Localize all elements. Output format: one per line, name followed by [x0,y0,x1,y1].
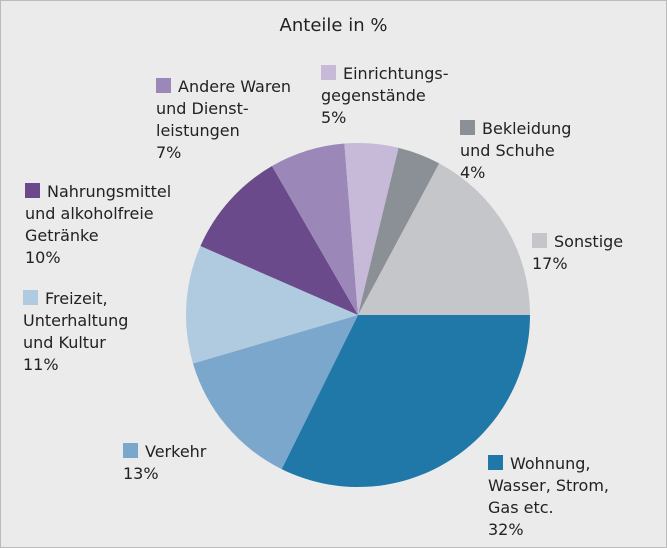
value-label: 10% [25,248,61,267]
pie-slice [358,163,530,315]
legend-swatch [123,443,138,458]
value-label: 7% [156,143,182,162]
legend-swatch [460,120,475,135]
slice-label: Verkehr 13% [123,441,206,485]
pie-slice [185,246,358,364]
value-label: 32% [488,520,524,539]
slice-label: Einrichtungs- gegenstände 5% [321,63,448,129]
value-label: 11% [23,355,59,374]
legend-swatch [532,233,547,248]
category-label: Wohnung, Wasser, Strom, Gas etc. [488,454,609,517]
pie-slice [200,166,358,315]
slice-label: Nahrungsmittel und alkoholfreie Getränke… [25,181,171,269]
slice-label: Andere Waren und Dienst- leistungen 7% [156,76,291,164]
value-label: 4% [460,163,486,182]
value-label: 13% [123,464,159,483]
pie-slice [344,143,399,315]
category-label: Andere Waren und Dienst- leistungen [156,77,292,140]
pie-slice [192,315,358,470]
pie-slice [281,315,530,488]
legend-swatch [23,290,38,305]
chart-title: Anteile in % [279,15,388,36]
pie-slice [358,147,440,315]
category-label: Einrichtungs- gegenstände [321,64,449,105]
legend-swatch [321,65,336,80]
category-label: Freizeit, Unterhaltung und Kultur [23,289,129,352]
slice-label: Wohnung, Wasser, Strom, Gas etc. 32% [488,453,609,541]
value-label: 17% [532,254,568,273]
slice-label: Bekleidung und Schuhe 4% [460,118,571,184]
slice-label: Freizeit, Unterhaltung und Kultur 11% [23,288,128,376]
category-label: Bekleidung und Schuhe [460,119,572,160]
category-label: Sonstige [554,232,624,251]
legend-swatch [156,78,171,93]
category-label: Nahrungsmittel und alkoholfreie Getränke [25,182,172,245]
slice-label: Sonstige 17% [532,231,623,275]
pie-slice [272,143,358,315]
legend-swatch [488,455,503,470]
category-label: Verkehr [145,442,207,461]
legend-swatch [25,183,40,198]
value-label: 5% [321,108,347,127]
